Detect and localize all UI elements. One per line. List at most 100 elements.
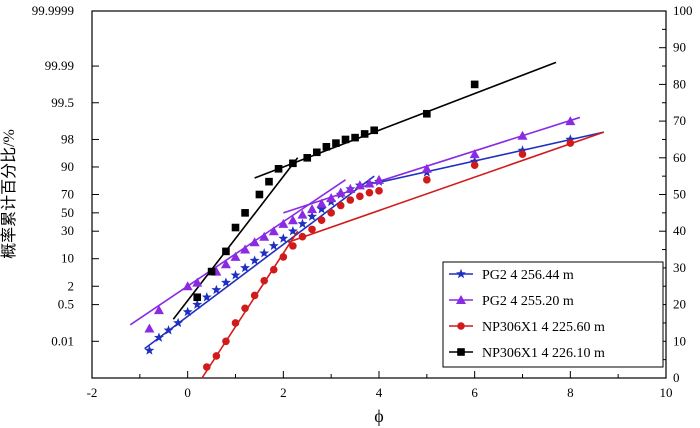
point-series-1 [278,218,289,228]
legend-label: NP306X1 4 226.10 m [482,346,605,361]
point-series-1 [307,204,318,214]
point-series-1 [182,281,193,291]
point-series-2 [470,161,479,169]
legend-label: PG2 4 256.44 m [482,268,574,283]
y-left-tick-label: 0.5 [58,297,74,312]
x-tick-label: 0 [184,385,191,400]
y-left-tick-label: 99.99 [45,58,74,73]
point-series-1 [259,231,270,241]
point-series-2 [289,242,297,250]
axes: -2 0 2 4 6 8 100.010.5210305070909899.599.9999… [32,3,693,400]
point-series-2 [375,187,383,195]
point-series-3 [470,80,479,89]
point-series-0 [163,325,174,335]
y-right-tick-label: 30 [673,260,686,275]
point-series-0 [230,270,241,280]
point-series-3 [241,209,249,217]
fit-line-series-3 [172,157,299,320]
point-series-0 [173,317,184,328]
y-right-tick-label: 50 [673,187,686,202]
point-series-1 [153,305,164,315]
point-series-3 [360,130,369,138]
point-series-2 [365,188,374,197]
x-tick-label: 4 [376,385,383,400]
point-series-1 [565,116,576,126]
point-series-1 [335,187,346,197]
y-right-tick-label: 40 [673,223,686,238]
y-left-tick-label: 50 [61,205,74,220]
point-series-0 [211,284,222,295]
point-series-3 [231,223,240,232]
legend: PG2 4 256.44 m PG2 4 255.20 m NP306X1 4 22… [442,261,664,368]
point-series-1 [268,226,279,236]
point-series-0 [297,218,308,229]
legend-marker [457,348,465,356]
point-series-2 [279,253,288,261]
point-series-2 [231,319,240,327]
y-left-tick-label: 99.5 [51,95,74,110]
point-series-1 [249,237,260,247]
point-series-3 [207,267,216,276]
y-right-tick-label: 20 [673,297,686,312]
y-left-tick-label: 0.01 [51,333,74,348]
point-series-2 [423,176,431,184]
point-series-2 [518,150,527,158]
y-right-tick-label: 90 [673,40,686,55]
point-series-3 [289,159,297,168]
point-series-3 [341,135,350,144]
point-series-1 [326,193,337,203]
fit-line-series-2 [287,131,605,243]
legend-box [442,261,664,368]
point-series-0 [154,332,164,342]
point-series-2 [269,265,278,274]
point-series-1 [220,259,231,269]
point-series-1 [297,209,308,219]
point-series-0 [278,233,289,243]
y-left-tick-label: 98 [61,131,74,146]
point-series-3 [222,247,230,256]
legend-entries: PG2 4 256.44 m PG2 4 255.20 m NP306X1 4 22… [449,268,605,361]
y-right-tick-label: 70 [673,113,686,128]
fit-line-series-0 [144,175,375,350]
point-series-2 [317,216,326,224]
point-series-1 [374,174,384,184]
point-series-3 [351,133,359,142]
point-series-1 [345,183,356,193]
point-series-3 [265,177,273,186]
fit-line-series-0 [374,131,604,185]
legend-marker [456,268,466,279]
legend-marker [456,295,466,304]
point-series-0 [192,299,203,309]
fit-line-series-1 [354,116,581,190]
point-series-2 [327,209,335,217]
x-tick-label: -2 [87,385,98,400]
point-series-3 [303,154,312,162]
x-tick-label: 8 [567,385,574,400]
x-tick-label: 10 [660,385,673,400]
point-series-0 [316,203,327,214]
point-series-1 [517,130,528,140]
point-series-1 [421,163,432,173]
point-series-3 [274,165,283,173]
point-series-2 [212,352,221,360]
y-right-tick-label: 0 [673,370,680,385]
y-left-tick-label: 99.9999 [32,3,74,18]
point-series-1 [230,251,241,261]
point-series-2 [203,363,211,371]
point-series-0 [249,255,260,265]
point-series-0 [517,145,528,155]
y-left-tick-label: 30 [61,223,74,238]
fit-line-series-1 [129,179,346,326]
fit-line-series-3 [254,61,557,179]
y-right-tick-label: 10 [673,333,686,348]
point-series-1 [364,178,375,188]
y-right-tick-label: 100 [673,3,693,18]
y-left-tick-label: 2 [68,278,75,293]
point-series-2 [566,139,575,147]
data-points [144,80,576,371]
point-series-1 [354,180,365,190]
point-series-3 [255,190,264,199]
point-series-3 [370,126,379,135]
point-series-0 [469,156,480,166]
